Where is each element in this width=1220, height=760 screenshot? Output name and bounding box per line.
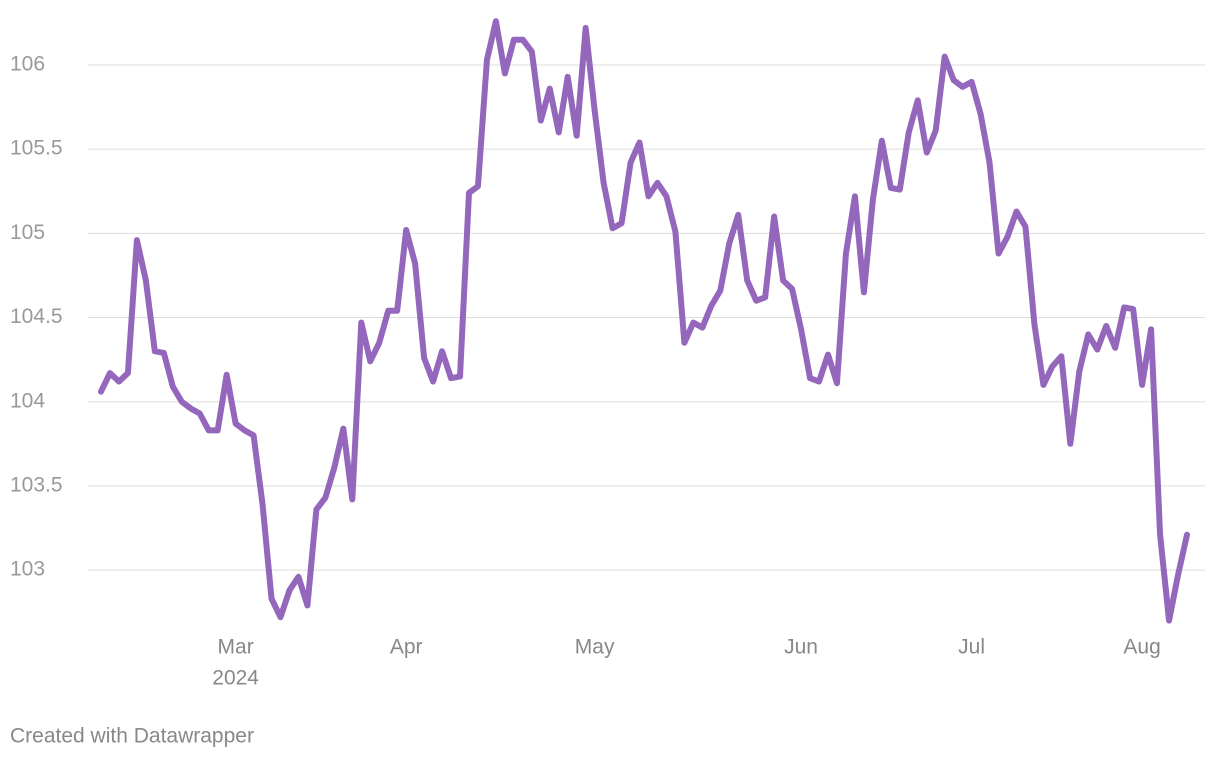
x-tick-label: Aug: [1123, 636, 1160, 659]
y-tick-label: 103.5: [10, 473, 63, 496]
x-tick-label: May: [575, 636, 615, 659]
y-tick-label: 105: [10, 221, 45, 244]
credit: Created with Datawrapper: [10, 725, 254, 748]
x-tick-label: Jul: [958, 636, 985, 659]
x-tick-label: Mar: [218, 636, 254, 659]
y-tick-label: 103: [10, 558, 45, 581]
x-tick-label: Jun: [784, 636, 818, 659]
x-tick-label: Apr: [390, 636, 423, 659]
y-tick-label: 104: [10, 389, 45, 412]
x-year-label: 2024: [212, 667, 259, 690]
line: [98, 18, 1190, 624]
y-tick-label: 106: [10, 53, 45, 76]
y-tick-label: 104.5: [10, 305, 63, 328]
y-tick-label: 105.5: [10, 137, 63, 160]
